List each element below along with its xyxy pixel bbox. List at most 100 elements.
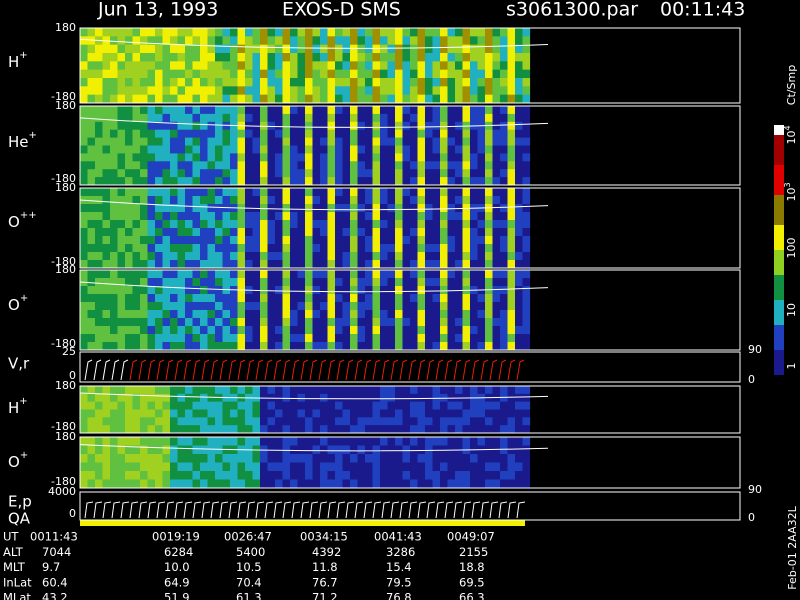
- spectrogram-cell: [282, 61, 291, 71]
- spectrogram-cell: [425, 106, 433, 115]
- spectrogram-cell: [200, 479, 208, 489]
- spectrogram-cell: [117, 145, 126, 154]
- spectrogram-cell: [335, 401, 343, 410]
- spectrogram-cell: [500, 228, 508, 237]
- energy-trace: [300, 501, 310, 519]
- spectrogram-cell: [312, 454, 321, 463]
- cell: 5400: [236, 545, 265, 559]
- spectrogram-cell: [102, 121, 111, 131]
- spectrogram-cell: [515, 286, 523, 295]
- spectrogram-cell: [357, 28, 366, 37]
- spectrogram-cell: [252, 137, 261, 146]
- spectrogram-cell: [132, 437, 141, 446]
- spectrogram-cell: [357, 228, 366, 237]
- spectrogram-cell: [402, 212, 411, 221]
- spectrogram-cell: [432, 270, 441, 279]
- spectrogram-cell: [305, 61, 313, 71]
- spectrogram-cell: [297, 129, 306, 139]
- spectrogram-cell: [470, 196, 478, 205]
- spectrogram-cell: [327, 479, 336, 489]
- spectrogram-cell: [500, 94, 508, 104]
- spectrogram-cell: [485, 129, 493, 139]
- spectrogram-cell: [342, 196, 351, 205]
- spectrogram-cell: [507, 334, 516, 343]
- spectrogram-cell: [147, 278, 156, 287]
- energy-trace: [444, 501, 454, 519]
- y-tick-label: 180: [55, 99, 76, 112]
- spectrogram-cell: [237, 252, 246, 261]
- spectrogram-cell: [477, 196, 486, 205]
- spectrogram-cell: [290, 94, 298, 104]
- spectrogram-cell: [215, 236, 223, 245]
- spectrogram-cell: [372, 69, 381, 79]
- spectrogram-cell: [395, 342, 403, 351]
- velocity-trace: [219, 359, 228, 381]
- spectrogram-cell: [515, 244, 523, 253]
- spectrogram-cell: [312, 86, 321, 96]
- spectrogram-cell: [132, 310, 141, 319]
- spectrogram-cell: [222, 318, 231, 327]
- panel-frame: [79, 105, 741, 186]
- spectrogram-cell: [477, 334, 486, 343]
- spectrogram-cell: [95, 78, 103, 87]
- spectrogram-cell: [312, 294, 321, 303]
- spectrogram-cell: [110, 393, 118, 403]
- spectrogram-cell: [455, 188, 463, 197]
- spectrogram-cell: [432, 44, 441, 54]
- spectrogram-cell: [155, 294, 163, 303]
- spectrogram-cell: [215, 106, 223, 115]
- spectrogram-cell: [507, 121, 516, 131]
- spectrogram-cell: [380, 86, 388, 96]
- spectrogram-cell: [162, 425, 171, 434]
- spectrogram-cell: [125, 302, 133, 311]
- spectrogram-cell: [305, 244, 313, 253]
- spectrogram-cell: [125, 445, 133, 455]
- spectrogram-cell: [282, 94, 291, 104]
- spectrogram-cell: [357, 188, 366, 197]
- spectrogram-cell: [110, 252, 118, 261]
- spectrogram-cell: [185, 342, 193, 351]
- spectrogram-cell: [200, 161, 208, 170]
- spectrogram-cell: [327, 462, 336, 472]
- spectrogram-cell: [335, 228, 343, 237]
- spectrogram-cell: [185, 417, 193, 426]
- spectrogram-cell: [417, 294, 426, 303]
- spectrogram-cell: [125, 113, 133, 123]
- spectrogram-cell: [140, 161, 148, 170]
- spectrogram-cell: [342, 471, 351, 480]
- spectrogram-cell: [200, 44, 208, 54]
- spectrogram-cell: [432, 212, 441, 221]
- spectrogram-cell: [132, 386, 141, 395]
- spectrogram-cell: [117, 106, 126, 115]
- spectrogram-cell: [297, 294, 306, 303]
- spectrogram-cell: [245, 129, 253, 139]
- spectrogram-cell: [177, 479, 186, 489]
- spectrogram-cell: [170, 401, 178, 410]
- spectrogram-cell: [207, 228, 216, 237]
- spectrogram-cell: [470, 137, 478, 146]
- spectrogram-cell: [365, 113, 373, 123]
- spectrogram-cell: [132, 106, 141, 115]
- spectrogram-cell: [365, 145, 373, 154]
- spectrogram-cell: [357, 129, 366, 139]
- spectrogram-cell: [102, 302, 111, 311]
- spectrogram-cell: [410, 69, 418, 79]
- spectrogram-cell: [80, 342, 88, 351]
- spectrogram-cell: [500, 302, 508, 311]
- spectrogram-cell: [335, 69, 343, 79]
- spectrogram-cell: [177, 302, 186, 311]
- spectrogram-cell: [417, 44, 426, 54]
- spectrogram-cell: [140, 393, 148, 403]
- panel-label: V,r: [8, 355, 30, 373]
- spectrogram-cell: [117, 177, 126, 186]
- spectrogram-cell: [327, 94, 336, 104]
- spectrogram-cell: [417, 286, 426, 295]
- spectrogram-cell: [170, 252, 178, 261]
- spectrogram-cell: [200, 244, 208, 253]
- spectrogram-cell: [110, 78, 118, 87]
- spectrogram-cell: [185, 454, 193, 463]
- spectrogram-cell: [365, 401, 373, 410]
- spectrogram-cell: [110, 212, 118, 221]
- spectrogram-cell: [470, 294, 478, 303]
- spectrogram-cell: [110, 278, 118, 287]
